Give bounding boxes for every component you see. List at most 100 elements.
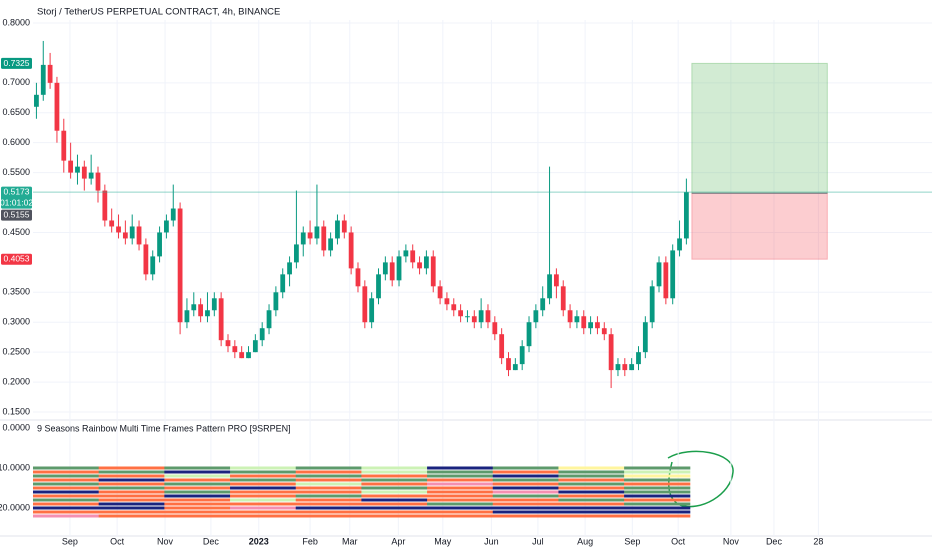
candle-body (355, 268, 361, 287)
x-tick-label: 28 (813, 536, 823, 546)
ribbon-segment (624, 494, 691, 498)
ribbon-segment (164, 494, 231, 498)
candle-body (615, 364, 621, 371)
ribbon-segment (33, 482, 100, 486)
candle-body (95, 172, 101, 191)
ribbon-segment (624, 486, 691, 490)
x-tick-label: Sep (624, 536, 640, 546)
y-tick-label: 0.6000 (2, 137, 30, 147)
ribbon-segment (624, 510, 691, 514)
ribbon-segment (492, 474, 559, 478)
candle-body (465, 316, 470, 318)
candle-body (232, 346, 238, 353)
ribbon-segment (492, 478, 559, 482)
candle-body (211, 298, 217, 311)
price-badge-label: 0.5155 (4, 210, 30, 220)
candle-body (512, 364, 518, 371)
ribbon-segment (230, 482, 297, 486)
candle-body (670, 250, 676, 299)
candle-body (382, 262, 388, 275)
ribbon-segment (361, 486, 428, 490)
ribbon-segment (164, 466, 231, 470)
ribbon-segment (427, 474, 494, 478)
ribbon-segment (164, 502, 231, 506)
y-tick-label: 0.3000 (2, 317, 30, 327)
candle-body (410, 250, 416, 263)
ribbon-segment (33, 478, 100, 482)
ribbon-segment (558, 498, 625, 502)
ribbon-segment (624, 514, 691, 518)
ribbon-segment (33, 474, 100, 478)
ribbon-segment (427, 498, 494, 502)
x-tick-label: Nov (723, 536, 740, 546)
candle-body (506, 358, 511, 371)
ribbon-segment (98, 474, 165, 478)
ribbon-segment (492, 470, 559, 474)
ribbon-segment (427, 478, 494, 482)
ribbon-segment (98, 510, 165, 514)
ribbon-segment (361, 498, 428, 502)
ribbon-segment (558, 470, 625, 474)
candle-body (588, 322, 593, 329)
ribbon-segment (558, 514, 625, 518)
x-tick-label: Sep (62, 536, 78, 546)
y-tick-label: 0.7000 (2, 77, 30, 87)
target-zone (691, 62, 828, 194)
candle-body (540, 298, 546, 311)
ribbon-segment (558, 486, 625, 490)
candle-body (218, 298, 224, 341)
ribbon-segment (492, 502, 559, 506)
candle-body (663, 262, 669, 299)
ribbon-segment (361, 490, 428, 494)
candle-body (341, 220, 347, 233)
x-tick-label: Feb (302, 536, 318, 546)
ribbon-segment (492, 510, 559, 514)
ribbon-segment (295, 470, 362, 474)
ribbon-segment (295, 510, 362, 514)
candle-body (677, 238, 682, 251)
ribbon-segment (98, 506, 165, 510)
candle-body (362, 286, 368, 323)
ribbon-segment (558, 466, 625, 470)
candle-body (430, 256, 436, 287)
candle-body (164, 220, 169, 233)
candle-body (102, 190, 108, 221)
ribbon-segment (624, 482, 691, 486)
candle-body (396, 256, 402, 281)
ribbon-segment (98, 470, 165, 474)
candle-body (198, 304, 204, 317)
ribbon-segment (624, 506, 691, 510)
ribbon-segment (295, 486, 362, 490)
indicator-title: 9 Seasons Rainbow Multi Time Frames Patt… (37, 423, 291, 433)
candle-body (492, 322, 498, 335)
ribbon-segment (33, 494, 100, 498)
candle-body (47, 64, 53, 83)
ribbon-segment (361, 474, 428, 478)
ribbon-segment (164, 486, 231, 490)
ribbon-segment (361, 514, 428, 518)
ribbon-segment (295, 514, 362, 518)
candle-body (252, 340, 258, 353)
x-tick-label: Apr (391, 536, 405, 546)
x-tick-label: Nov (157, 536, 174, 546)
ribbon-segment (230, 490, 297, 494)
candle-body (622, 364, 628, 371)
ribbon-segment (164, 478, 231, 482)
x-tick-label: Oct (671, 536, 686, 546)
ribbon-segment (230, 514, 297, 518)
candle-body (335, 220, 340, 239)
drawn-annotation (667, 450, 734, 508)
candle-body (560, 286, 566, 311)
ribbon-segment (427, 514, 494, 518)
countdown: 01:01:02 (0, 197, 33, 207)
candle-body (143, 244, 149, 275)
y2-tick-label: −10.0000 (0, 462, 30, 472)
ribbon-segment (98, 466, 165, 470)
ribbon-segment (98, 498, 165, 502)
ribbon-segment (33, 470, 100, 474)
ribbon-segment (33, 486, 100, 490)
x-tick-label: Dec (203, 536, 220, 546)
candle-body (471, 316, 477, 323)
ribbon-segment (361, 510, 428, 514)
candle-body (526, 322, 532, 347)
